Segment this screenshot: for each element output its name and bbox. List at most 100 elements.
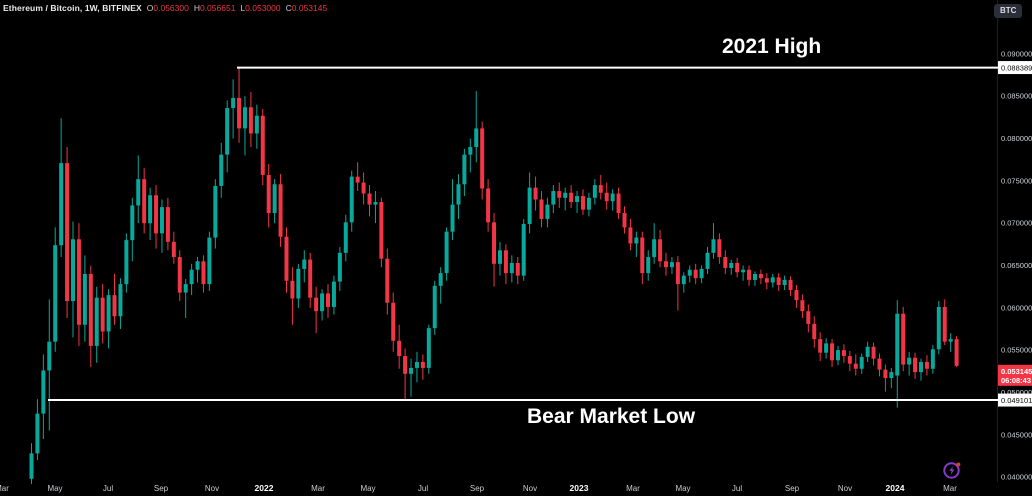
candle-body-up — [432, 285, 437, 329]
candle-body-down — [871, 346, 876, 359]
candle-body-down — [841, 350, 846, 357]
candle-body-down — [201, 261, 206, 285]
candle-body-down — [248, 107, 253, 134]
month-tick-label: Mar — [0, 484, 9, 493]
candle-body-down — [539, 199, 544, 219]
candle-body-up — [468, 147, 473, 155]
candle-body-up — [106, 295, 111, 332]
gocharting-logo-icon[interactable] — [942, 460, 962, 480]
candle-body-up — [124, 240, 129, 285]
candle-body-up — [509, 262, 514, 274]
candle-body-up — [450, 204, 455, 232]
candle-body-up — [409, 367, 414, 374]
candle-body-up — [189, 269, 194, 285]
candle-body-down — [924, 361, 929, 369]
currency-toggle-button[interactable]: BTC — [994, 4, 1023, 18]
candle-body-down — [154, 195, 159, 234]
price-tick-label: 0.060000 — [1001, 303, 1032, 312]
candle-body-down — [640, 237, 645, 274]
candle-body-down — [361, 182, 366, 194]
candle-body-down — [88, 273, 93, 346]
candle-body-up — [35, 413, 40, 454]
month-tick-label: Mar — [311, 484, 325, 493]
candle-body-up — [331, 281, 336, 307]
candle-body-down — [693, 269, 698, 279]
month-tick-label: Sep — [154, 484, 169, 493]
candle-body-down — [830, 343, 835, 361]
candle-body-up — [729, 262, 734, 269]
candle-body-down — [76, 239, 81, 325]
candle-body-down — [266, 174, 271, 214]
price-tick-label: 0.045000 — [1001, 430, 1032, 439]
ohlc-high-value: 0.056651 — [199, 3, 236, 13]
candle-body-up — [741, 269, 746, 273]
candle-body-down — [675, 262, 680, 285]
candle-body-up — [646, 257, 651, 274]
candle-body-up — [462, 154, 467, 185]
candle-body-down — [142, 179, 147, 224]
candle-body-down — [913, 357, 918, 373]
candle-body-up — [919, 361, 923, 373]
ohlc-close-value: 0.053145 — [291, 3, 328, 13]
candle-body-up — [414, 361, 419, 368]
candle-body-down — [658, 239, 663, 262]
month-tick-label: Mar — [943, 484, 957, 493]
candle-body-up — [859, 356, 864, 369]
candle-body-down — [284, 236, 289, 281]
ohlc-low-label: L — [240, 3, 246, 13]
candle-body-up — [213, 185, 218, 238]
month-tick-label: May — [47, 484, 62, 493]
candle-body-up — [705, 252, 710, 269]
candle-body-down — [177, 257, 182, 293]
symbol-title[interactable]: Ethereum / Bitcoin, 1W, BITFINEX — [3, 3, 142, 13]
price-tick-label: 0.075000 — [1001, 176, 1032, 185]
candle-body-down — [367, 193, 372, 205]
candle-body-up — [195, 261, 200, 270]
last-price-countdown: 06:08:43 — [1001, 376, 1031, 385]
candle-body-up — [545, 204, 550, 219]
logo-svg — [943, 462, 961, 479]
candle-body-up — [895, 313, 900, 376]
candle-body-down — [397, 340, 402, 357]
candle-body-down — [735, 262, 740, 273]
candle-body-down — [747, 269, 752, 280]
candle-body-up — [59, 163, 64, 246]
candle-body-down — [65, 163, 70, 302]
price-tick-label: 0.090000 — [1001, 49, 1032, 58]
candle-body-up — [207, 237, 212, 285]
ohlc-low-value: 0.053000 — [245, 3, 281, 13]
candle-body-down — [278, 184, 283, 237]
candle-body-up — [456, 184, 461, 205]
price-tick-label: 0.080000 — [1001, 134, 1032, 143]
annotation-2021-high[interactable]: 2021 High — [722, 35, 822, 58]
candle-body-up — [652, 239, 657, 258]
month-tick-label: Sep — [470, 484, 485, 493]
candle-body-down — [598, 185, 603, 193]
candle-body-up — [782, 279, 787, 285]
price-tick-label: 0.055000 — [1001, 346, 1032, 355]
candle-body-down — [492, 222, 497, 264]
ohlc-high-label: H — [193, 3, 200, 13]
candle-body-down — [326, 293, 330, 307]
candle-body-up — [610, 193, 615, 202]
price-line-axis-label — [998, 393, 1032, 407]
month-tick-label: Nov — [523, 484, 537, 493]
candle-body-up — [29, 453, 34, 479]
annotation-bear-market-low[interactable]: Bear Market Low — [527, 405, 696, 428]
month-tick-label: Nov — [205, 484, 219, 493]
ohlc-low: L0.053000 — [240, 3, 280, 13]
candle-body-down — [622, 213, 627, 228]
logo-red-dot — [956, 462, 961, 467]
candle-body-up — [373, 202, 378, 205]
price-tick-label: 0.065000 — [1001, 261, 1032, 270]
candle-body-down — [812, 323, 817, 340]
candle-body-up — [47, 341, 52, 371]
candle-body-up — [94, 297, 99, 346]
candle-body-up — [349, 176, 354, 223]
candle-body-up — [41, 370, 46, 414]
month-tick-label: Jul — [732, 484, 742, 493]
ohlc-high: H0.056651 — [194, 3, 236, 13]
candle-body-down — [758, 273, 763, 279]
